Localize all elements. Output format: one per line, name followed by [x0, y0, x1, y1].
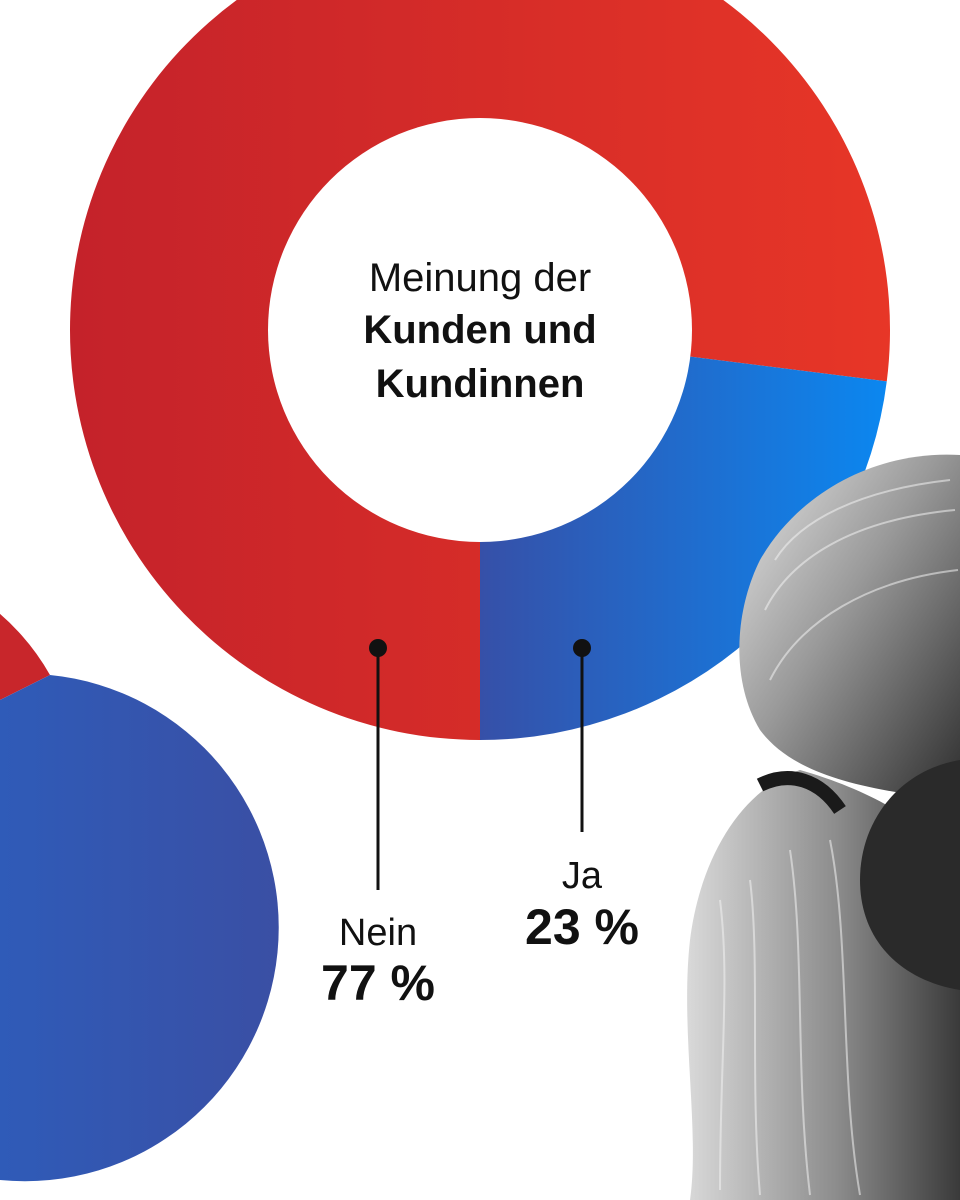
center-title-line1: Meinung der — [368, 256, 592, 300]
label-ja-name: Ja — [561, 855, 603, 897]
label-nein-value: 77 % — [321, 955, 435, 1011]
hair-strands — [719, 479, 959, 1196]
child-hair-photo — [687, 454, 960, 1200]
donut-slice-nein — [70, 0, 890, 740]
secondary-donut-blue-arc — [0, 675, 279, 1182]
leader-line-ja — [573, 639, 591, 832]
label-nein-name: Nein — [338, 912, 418, 954]
donut-hole — [268, 118, 692, 542]
label-ja-value: 23 % — [525, 899, 639, 955]
secondary-donut-decoration — [0, 614, 279, 1182]
center-title-line3: Kundinnen — [375, 362, 585, 406]
hair-tie — [756, 771, 846, 815]
secondary-donut-red-arc — [0, 614, 50, 700]
hair-top-shape — [739, 454, 960, 800]
center-title-line2: Kunden und — [363, 308, 597, 352]
hair-dark-side — [860, 760, 960, 990]
leader-line-nein — [369, 639, 387, 890]
